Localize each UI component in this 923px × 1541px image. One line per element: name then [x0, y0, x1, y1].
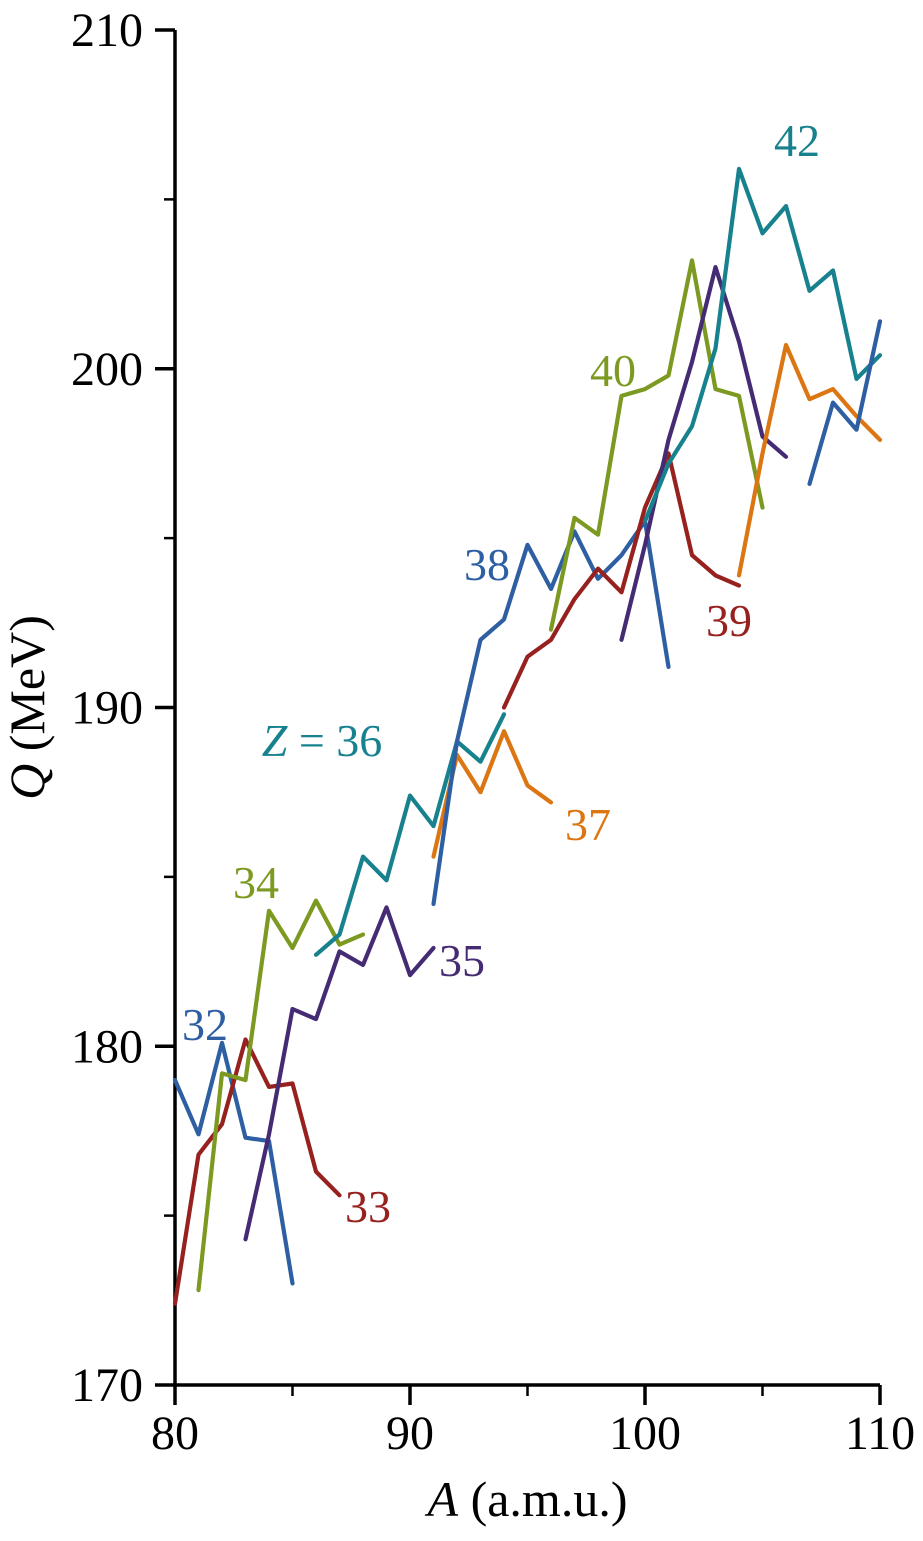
y-tick-label-190: 190 — [71, 682, 143, 735]
series-line-z32 — [172, 1040, 295, 1286]
series-label-z33: 33 — [345, 1181, 391, 1232]
series-label-z40: 40 — [590, 345, 636, 396]
x-tick-label-110: 110 — [845, 1407, 915, 1460]
y-tick-label-180: 180 — [71, 1020, 143, 1073]
series-line-z33 — [172, 1037, 342, 1306]
series-line-z38 — [431, 519, 671, 907]
series-label-z37: 37 — [565, 799, 611, 850]
series-line-z40 — [548, 258, 765, 632]
series-label-z39: 39 — [706, 595, 752, 646]
series-label-z32: 32 — [182, 999, 228, 1050]
x-axis-title: A (a.m.u.) — [425, 1471, 628, 1527]
y-tick-label-200: 200 — [71, 343, 143, 396]
y-tick-label-210: 210 — [71, 4, 143, 57]
x-tick-label-90: 90 — [386, 1407, 434, 1460]
x-tick-label-100: 100 — [609, 1407, 681, 1460]
series-label-z42: 42 — [774, 115, 820, 166]
series-label-z36: Z = 36 — [262, 715, 383, 766]
series-line-z42 — [642, 166, 883, 524]
series-line-z35 — [243, 905, 436, 1242]
series-label-z38: 38 — [464, 539, 510, 590]
x-tick-label-80: 80 — [151, 1407, 199, 1460]
series-line-z41 — [619, 265, 789, 642]
y-axis-title: Q (MeV) — [0, 615, 55, 800]
y-tick-label-170: 170 — [71, 1359, 143, 1412]
series-line-z43 — [736, 342, 883, 578]
series-line-z39 — [501, 451, 742, 710]
series-label-z34: 34 — [233, 857, 279, 908]
series-line-z44 — [807, 319, 883, 486]
series-label-z35: 35 — [439, 935, 485, 986]
series-line-z36 — [313, 712, 507, 957]
